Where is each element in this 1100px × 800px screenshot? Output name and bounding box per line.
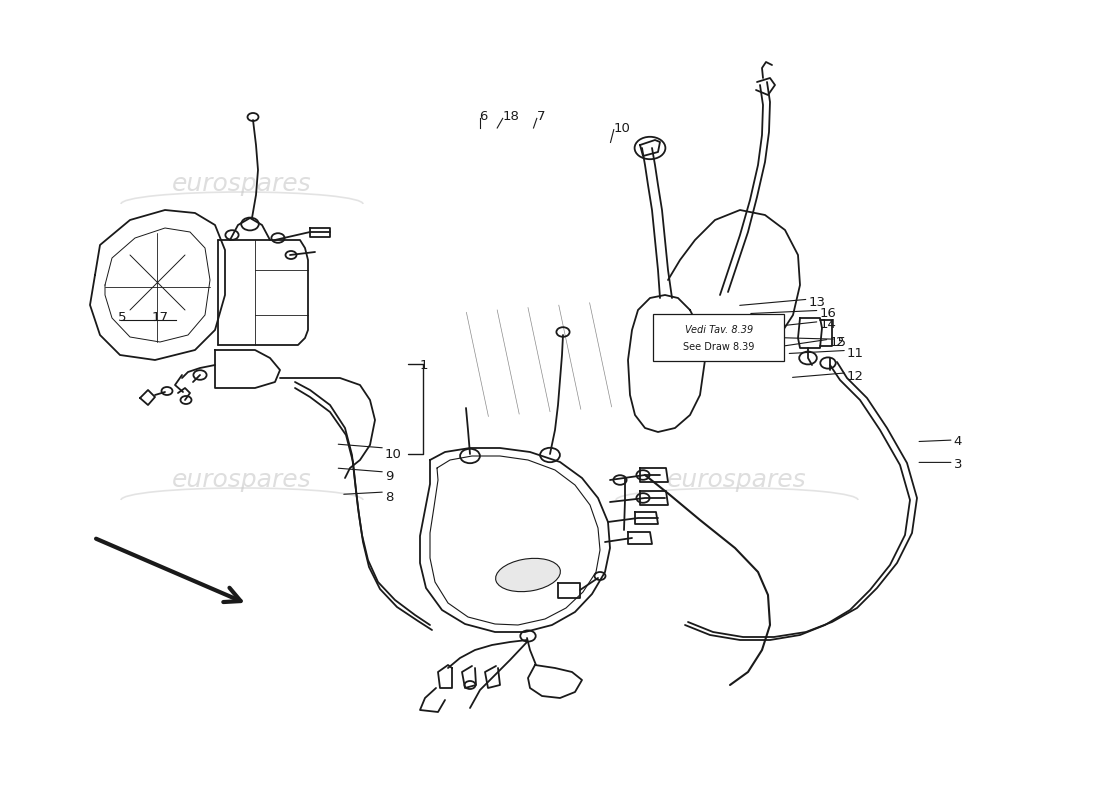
Text: 18: 18 <box>503 110 519 123</box>
Text: Vedi Tav. 8.39: Vedi Tav. 8.39 <box>684 325 754 334</box>
Text: 13: 13 <box>808 296 825 309</box>
Text: 4: 4 <box>954 435 962 448</box>
Text: 11: 11 <box>847 347 864 360</box>
Text: 7: 7 <box>537 110 546 123</box>
Text: eurospares: eurospares <box>173 172 311 196</box>
Text: 2: 2 <box>836 336 845 349</box>
Text: 12: 12 <box>847 370 864 382</box>
FancyBboxPatch shape <box>653 314 784 361</box>
Text: 3: 3 <box>954 458 962 470</box>
Text: 16: 16 <box>820 307 836 320</box>
Text: 10: 10 <box>385 448 402 461</box>
Text: 17: 17 <box>152 311 168 324</box>
Text: 9: 9 <box>385 470 394 482</box>
Text: 1: 1 <box>419 359 428 372</box>
Text: 15: 15 <box>829 336 846 349</box>
Text: 6: 6 <box>480 110 488 123</box>
Text: eurospares: eurospares <box>173 468 311 492</box>
Text: See Draw 8.39: See Draw 8.39 <box>683 342 755 352</box>
Text: 10: 10 <box>614 122 630 134</box>
Text: 5: 5 <box>118 311 127 324</box>
Text: 14: 14 <box>820 318 836 331</box>
Text: eurospares: eurospares <box>668 468 806 492</box>
Ellipse shape <box>496 558 560 592</box>
Text: 8: 8 <box>385 491 394 504</box>
